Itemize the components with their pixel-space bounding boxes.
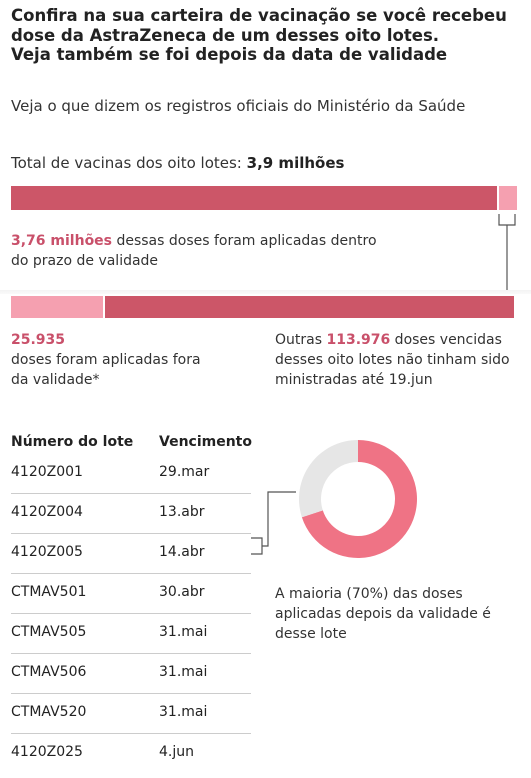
lot-number: 4120Z025 [11, 744, 83, 760]
lot-number: 4120Z005 [11, 544, 83, 560]
expired-unused-value: 113.976 [326, 332, 391, 348]
bracket-connector [498, 214, 516, 226]
bar-within-validity [11, 186, 497, 210]
after-validity-text-2: da validade* [11, 372, 100, 388]
after-validity-note: 25.935 doses foram aplicadas fora da val… [11, 330, 201, 390]
expiry-date: 29.mar [159, 464, 210, 480]
donut-leader [262, 491, 296, 547]
lot-number: 4120Z004 [11, 504, 83, 520]
expiry-date: 14.abr [159, 544, 205, 560]
after-validity-value: 25.935 [11, 332, 66, 348]
lot-number: CTMAV501 [11, 584, 87, 600]
donut-slice-rest [299, 440, 358, 518]
donut-note: A maioria (70%) das doses aplicadas depo… [275, 584, 491, 644]
within-validity-text-2: do prazo de validade [11, 253, 159, 269]
expiry-date: 4.jun [159, 744, 194, 760]
expiry-date: 31.mai [159, 664, 208, 680]
table-header-expiry: Vencimento [159, 434, 252, 450]
expired-unused-prefix: Outras [275, 332, 327, 348]
row-divider [11, 573, 251, 574]
after-validity-text: doses foram aplicadas fora [11, 352, 201, 368]
donut-chart [299, 440, 418, 558]
bar-outside-validity [499, 186, 517, 210]
expiry-date: 13.abr [159, 504, 205, 520]
table-row: 4120Z001 29.mar [0, 454, 252, 494]
table-row: 4120Z005 14.abr [0, 534, 252, 574]
total-label: Total de vacinas dos oito lotes: 3,9 mil… [11, 154, 344, 172]
headline-line: Veja também se foi depois da data de val… [11, 45, 448, 64]
lot-number: CTMAV520 [11, 704, 87, 720]
headline-line: Confira na sua carteira de vacinação se … [11, 6, 507, 25]
within-validity-text: dessas doses foram aplicadas dentro [112, 233, 377, 249]
total-label-text: Total de vacinas dos oito lotes: [11, 154, 247, 172]
table-row: CTMAV506 31.mai [0, 654, 252, 694]
table-header-lot: Número do lote [11, 434, 134, 450]
table-row: 4120Z025 4.jun [0, 734, 252, 774]
row-divider [11, 693, 251, 694]
expiry-date: 30.abr [159, 584, 205, 600]
table-row: CTMAV501 30.abr [0, 574, 252, 614]
total-value: 3,9 milhões [246, 154, 345, 172]
row-divider [11, 493, 251, 494]
donut-note-line: A maioria (70%) das doses [275, 586, 463, 602]
within-validity-note: 3,76 milhões dessas doses foram aplicada… [11, 231, 377, 271]
table-row: CTMAV520 31.mai [0, 694, 252, 734]
headline-line: dose da AstraZeneca de um desses oito lo… [11, 25, 440, 45]
subtitle: Veja o que dizem os registros oficiais d… [11, 97, 466, 115]
expired-unused-text: doses vencidas [390, 332, 502, 348]
expired-unused-text-3: ministradas até 19.jun [275, 372, 433, 388]
lot-number: 4120Z001 [11, 464, 83, 480]
row-divider [11, 653, 251, 654]
bar-expired-unused [105, 296, 514, 318]
section-divider [0, 290, 531, 294]
table-bracket [251, 537, 263, 555]
row-divider [11, 533, 251, 534]
donut-slice-highlight [301, 440, 418, 558]
table-row: CTMAV505 31.mai [0, 614, 252, 654]
expiry-date: 31.mai [159, 624, 208, 640]
expired-unused-text-2: desses oito lotes não tinham sido [275, 352, 510, 368]
row-divider [11, 613, 251, 614]
bar-applied-after-validity [11, 296, 103, 318]
table-row: 4120Z004 13.abr [0, 494, 252, 534]
expired-unused-note: Outras 113.976 doses vencidas desses oit… [275, 330, 510, 390]
lot-number: CTMAV505 [11, 624, 87, 640]
donut-note-line: aplicadas depois da validade é [275, 606, 491, 622]
donut-note-line: desse lote [275, 626, 347, 642]
expiry-date: 31.mai [159, 704, 208, 720]
within-validity-value: 3,76 milhões [11, 233, 113, 249]
row-divider [11, 733, 251, 734]
lot-number: CTMAV506 [11, 664, 87, 680]
headline: Confira na sua carteira de vacinação se … [11, 6, 526, 65]
